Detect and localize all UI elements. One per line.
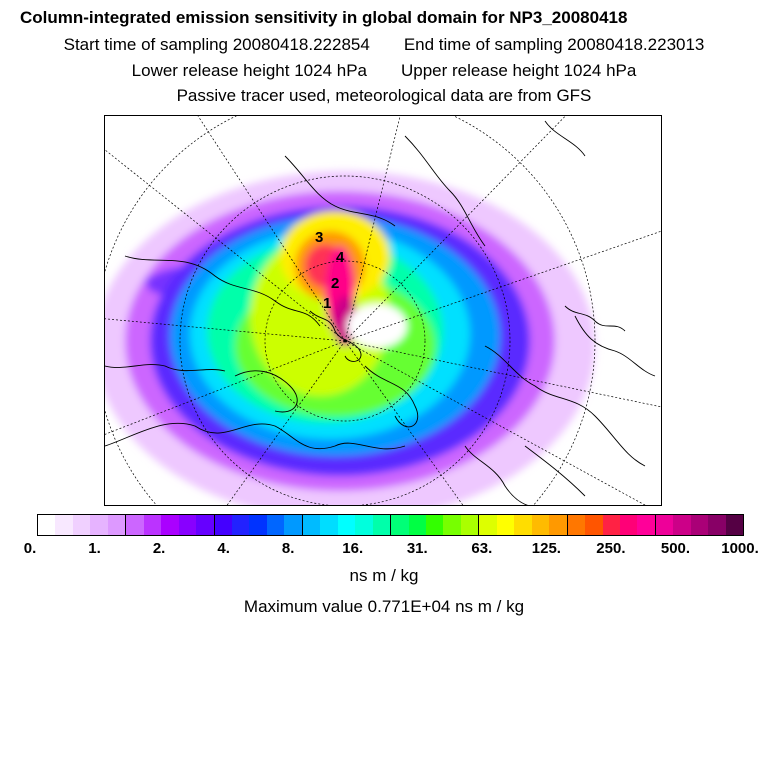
colorbar-tick-label: 1000. [721, 540, 759, 557]
colorbar-tick-label: 1. [88, 540, 101, 557]
colorbar-tick-label: 31. [406, 540, 428, 557]
colorbar-cell [266, 515, 285, 535]
colorbar-cell [302, 515, 321, 535]
colorbar-cell [585, 515, 603, 535]
colorbar-cell [143, 515, 162, 535]
sensitivity-field [105, 171, 595, 505]
lower-release-height: Lower release height 1024 hPa [131, 61, 367, 80]
polar-map: 3 4 1 2 [104, 115, 662, 506]
colorbar-cell [355, 515, 373, 535]
colorbar [37, 514, 744, 536]
colorbar-cell [425, 515, 444, 535]
colorbar-tick-label: 16. [342, 540, 364, 557]
colorbar-cell [107, 515, 127, 535]
marker-2: 2 [331, 275, 339, 292]
upper-release-height: Upper release height 1024 hPa [401, 61, 637, 80]
colorbar-cell [72, 515, 91, 535]
colorbar-cell [284, 515, 303, 535]
map-svg: 3 4 1 2 [105, 116, 661, 505]
colorbar-tick-label: 4. [217, 540, 230, 557]
site-markers: 3 4 1 2 [315, 229, 345, 312]
colorbar-tick-label: 250. [596, 540, 626, 557]
colorbar-cell [337, 515, 356, 535]
marker-1: 1 [323, 295, 331, 312]
colorbar-units: ns m / kg [349, 566, 419, 585]
colorbar-cell [460, 515, 480, 535]
colorbar-tick-label: 500. [660, 540, 691, 557]
colorbar-cell [619, 515, 638, 535]
colorbar-cell [637, 515, 656, 535]
tracer-note: Passive tracer used, meteorological data… [176, 86, 592, 105]
colorbar-tick-label: 0. [23, 540, 37, 557]
colorbar-cell [178, 515, 197, 535]
colorbar-cell [231, 515, 250, 535]
colorbar-cell [408, 515, 426, 535]
start-time: Start time of sampling 20080418.222854 [63, 35, 370, 54]
colorbar-tick-label: 2. [152, 540, 166, 557]
marker-4: 4 [336, 249, 345, 266]
colorbar-cell [602, 515, 620, 535]
colorbar-cell [496, 515, 515, 535]
colorbar-cell [55, 515, 73, 535]
colorbar-cell [443, 515, 461, 535]
release-heights: Lower release height 1024 hPa Upper relea… [0, 61, 768, 81]
colorbar-cell [655, 515, 674, 535]
colorbar-cell [249, 515, 267, 535]
colorbar-cell [708, 515, 726, 535]
colorbar-tick-label: 125. [531, 540, 561, 557]
colorbar-cell [320, 515, 338, 535]
colorbar-cell [479, 515, 497, 535]
colorbar-cell [161, 515, 179, 535]
colorbar-cell [126, 515, 144, 535]
colorbar-ticks: 0. 1. 2. 4. 8. 16. 31. 63. 125. 250. 500. 1000. [0, 540, 768, 560]
colorbar-cell [531, 515, 550, 535]
maximum-value: Maximum value 0.771E+04 ns m / kg [243, 597, 525, 616]
colorbar-cell [214, 515, 232, 535]
colorbar-cell [690, 515, 709, 535]
colorbar-cell [38, 515, 56, 535]
coastlines [105, 120, 656, 505]
colorbar-cell [725, 515, 744, 535]
colorbar-cell [549, 515, 568, 535]
colorbar-cell [514, 515, 532, 535]
sampling-times: Start time of sampling 20080418.222854 En… [0, 35, 768, 55]
colorbar-tick-label: 63. [471, 540, 493, 557]
colorbar-cell [372, 515, 392, 535]
colorbar-tick-label: 8. [281, 540, 295, 557]
colorbar-cell [196, 515, 215, 535]
marker-3: 3 [315, 229, 323, 246]
figure-title: Column-integrated emission sensitivity i… [20, 8, 628, 27]
colorbar-cell [90, 515, 108, 535]
graticule [105, 116, 661, 505]
colorbar-cell [391, 515, 409, 535]
end-time: End time of sampling 20080418.223013 [403, 35, 705, 54]
colorbar-cell [567, 515, 586, 535]
colorbar-cell [673, 515, 691, 535]
